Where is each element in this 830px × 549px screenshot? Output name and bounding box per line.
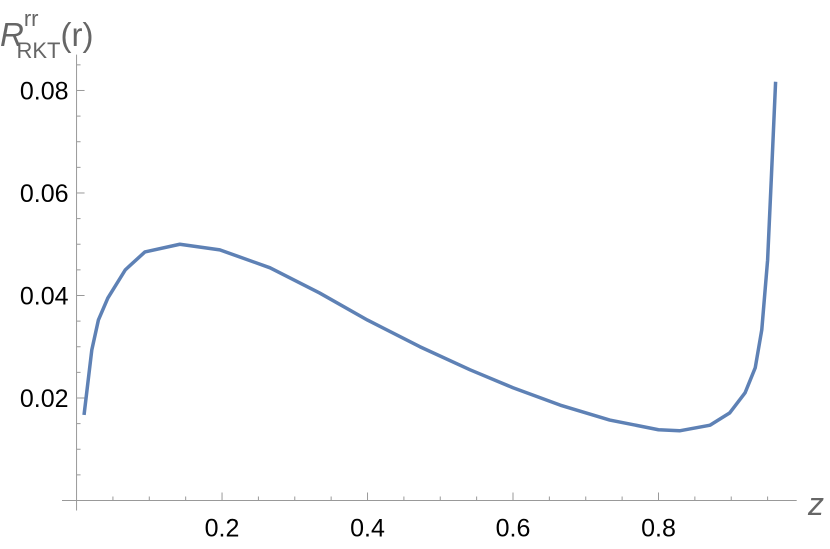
x-axis-title: z <box>807 486 824 522</box>
x-tick-label: 0.8 <box>641 515 676 543</box>
y-title-sup: rr <box>24 6 39 31</box>
y-tick-label: 0.08 <box>20 77 69 105</box>
y-title-base: R <box>0 16 24 53</box>
y-tick-label: 0.06 <box>20 180 69 208</box>
x-tick-label: 0.2 <box>205 515 240 543</box>
x-tick-label: 0.6 <box>496 515 531 543</box>
y-title-arg: (r) <box>61 16 94 53</box>
y-axis-title: Rrr RKT(r) <box>0 6 93 63</box>
y-title-sub: RKT <box>17 38 61 63</box>
y-tick-label: 0.02 <box>20 385 69 413</box>
data-line <box>82 81 778 433</box>
y-tick-label: 0.04 <box>20 282 69 310</box>
x-tick-label: 0.4 <box>350 515 385 543</box>
